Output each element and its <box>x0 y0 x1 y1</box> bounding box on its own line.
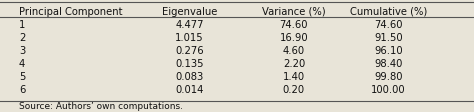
Text: 96.10: 96.10 <box>374 46 403 56</box>
Text: 0.083: 0.083 <box>175 72 204 82</box>
Text: 4.60: 4.60 <box>283 46 305 56</box>
Text: 4: 4 <box>19 59 25 69</box>
Text: 6: 6 <box>19 85 25 95</box>
Text: Cumulative (%): Cumulative (%) <box>350 7 427 17</box>
Text: 0.135: 0.135 <box>175 59 204 69</box>
Text: 2.20: 2.20 <box>283 59 305 69</box>
Text: 91.50: 91.50 <box>374 33 403 43</box>
Text: 74.60: 74.60 <box>374 20 403 30</box>
Text: 5: 5 <box>19 72 25 82</box>
Text: 2: 2 <box>19 33 25 43</box>
Text: 99.80: 99.80 <box>374 72 403 82</box>
Text: 1: 1 <box>19 20 25 30</box>
Text: 16.90: 16.90 <box>280 33 308 43</box>
Text: 1.015: 1.015 <box>175 33 204 43</box>
Text: 3: 3 <box>19 46 25 56</box>
Text: 0.20: 0.20 <box>283 85 305 95</box>
Text: Principal Component: Principal Component <box>19 7 122 17</box>
Text: 100.00: 100.00 <box>371 85 406 95</box>
Text: 98.40: 98.40 <box>374 59 403 69</box>
Text: Source: Authors’ own computations.: Source: Authors’ own computations. <box>19 101 183 110</box>
Text: 74.60: 74.60 <box>280 20 308 30</box>
Text: 4.477: 4.477 <box>175 20 204 30</box>
Text: Eigenvalue: Eigenvalue <box>162 7 217 17</box>
Text: 0.014: 0.014 <box>175 85 204 95</box>
Text: Variance (%): Variance (%) <box>262 7 326 17</box>
Text: 1.40: 1.40 <box>283 72 305 82</box>
Text: 0.276: 0.276 <box>175 46 204 56</box>
